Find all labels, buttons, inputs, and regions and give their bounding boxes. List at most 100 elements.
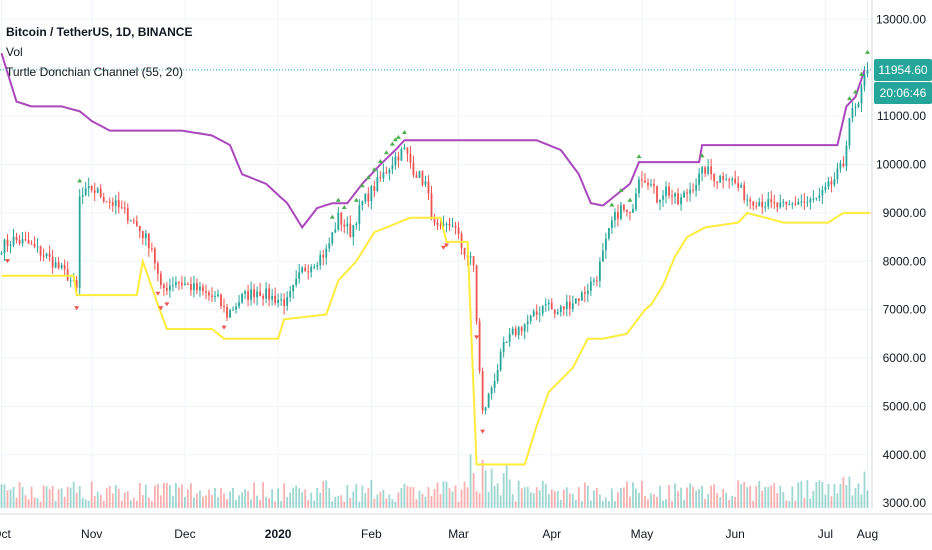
volume-bar — [208, 489, 210, 508]
volume-bar — [175, 482, 177, 508]
candle-body — [508, 333, 511, 342]
candle-body — [289, 291, 292, 298]
candle-body — [187, 283, 189, 285]
candle-body — [241, 293, 243, 303]
candle-body — [671, 195, 673, 197]
candle-body — [523, 324, 526, 332]
volume-bar — [33, 497, 36, 508]
candle-body — [611, 220, 613, 229]
candle-body — [686, 192, 688, 194]
volume-bar — [632, 482, 634, 508]
y-tick-label: 8000.00 — [883, 254, 927, 268]
candle-body — [632, 209, 634, 213]
candle-body — [680, 197, 682, 205]
volume-bar — [292, 487, 295, 508]
candle-body — [755, 205, 758, 207]
candle-body — [812, 198, 815, 200]
candle-body — [782, 201, 785, 203]
volume-bar — [562, 489, 565, 508]
volume-bar — [544, 483, 547, 508]
volume-bar — [466, 487, 469, 508]
candle-body — [556, 311, 559, 314]
volume-bar — [839, 484, 842, 508]
volume-bar — [623, 487, 625, 508]
volume-bar — [650, 493, 652, 508]
candle-body — [511, 328, 514, 334]
indicator-legend[interactable]: Turtle Donchian Channel (55, 20) — [6, 65, 183, 79]
volume-bar — [90, 481, 93, 508]
candle-body — [701, 167, 704, 174]
bar-countdown-label: 20:06:46 — [874, 81, 932, 104]
volume-bar — [220, 488, 222, 508]
candle-body — [842, 163, 845, 167]
candle-body — [800, 201, 803, 203]
candle-body — [211, 295, 213, 297]
volume-bar — [24, 495, 27, 508]
volume-bar — [713, 484, 716, 508]
volume-bar — [153, 485, 156, 508]
candle-body — [150, 248, 153, 250]
candle-body — [78, 196, 81, 288]
candle-body — [665, 186, 667, 196]
candle-body — [448, 224, 451, 226]
volume-bar — [250, 499, 252, 508]
volume-bar — [394, 501, 397, 508]
volume-bar — [93, 495, 96, 508]
x-tick-label: 2020 — [265, 527, 292, 541]
volume-bar — [701, 485, 704, 508]
volume-bar — [704, 498, 707, 508]
candle-body — [60, 264, 63, 268]
candle-body — [205, 291, 207, 293]
volume-bar — [274, 501, 277, 508]
volume-legend[interactable]: Vol — [6, 45, 23, 59]
volume-bar — [135, 500, 138, 508]
volume-bar — [568, 493, 571, 508]
candle-body — [776, 202, 779, 208]
candle-body — [499, 351, 502, 371]
candle-body — [821, 189, 824, 196]
candle-body — [379, 177, 382, 179]
long-entry-marker — [395, 134, 401, 139]
volume-bar — [788, 501, 791, 508]
x-tick-label: Feb — [361, 527, 382, 541]
candle-body — [770, 199, 773, 203]
candle-body — [6, 239, 9, 246]
long-entry-marker — [609, 202, 615, 207]
candle-body — [725, 179, 728, 181]
symbol-title[interactable]: Bitcoin / TetherUS, 1D, BINANCE — [6, 25, 193, 39]
candle-body — [601, 250, 604, 262]
volume-bar — [716, 493, 719, 508]
volume-bar — [400, 488, 403, 508]
candle-body — [472, 256, 475, 266]
volume-bar — [304, 489, 307, 508]
long-entry-marker — [335, 197, 341, 202]
volume-bar — [18, 482, 21, 508]
candle-body — [301, 267, 304, 273]
exit-marker — [155, 291, 161, 296]
candle-body — [244, 291, 246, 294]
candle-body — [824, 186, 827, 190]
candle-body — [165, 288, 168, 291]
candle-body — [791, 203, 794, 205]
candle-body — [565, 301, 568, 309]
volume-bar — [469, 454, 472, 508]
volume-bar — [84, 499, 87, 508]
volume-bar — [343, 501, 346, 508]
candle-body — [171, 285, 174, 287]
volume-bar — [686, 487, 688, 508]
volume-bar — [493, 485, 496, 508]
upper-channel-line — [0, 52, 866, 230]
candle-body — [141, 231, 144, 239]
candle-body — [340, 212, 343, 225]
volume-bar — [406, 486, 409, 508]
y-tick-label: 3000.00 — [883, 496, 927, 510]
volume-bar — [430, 495, 433, 508]
exit-marker — [474, 335, 480, 340]
volume-bar — [337, 496, 340, 508]
volume-bar — [316, 488, 319, 508]
volume-bar — [692, 486, 694, 508]
volume-bar — [508, 479, 511, 508]
volume-bar — [791, 486, 794, 508]
volume-bar — [223, 493, 225, 508]
